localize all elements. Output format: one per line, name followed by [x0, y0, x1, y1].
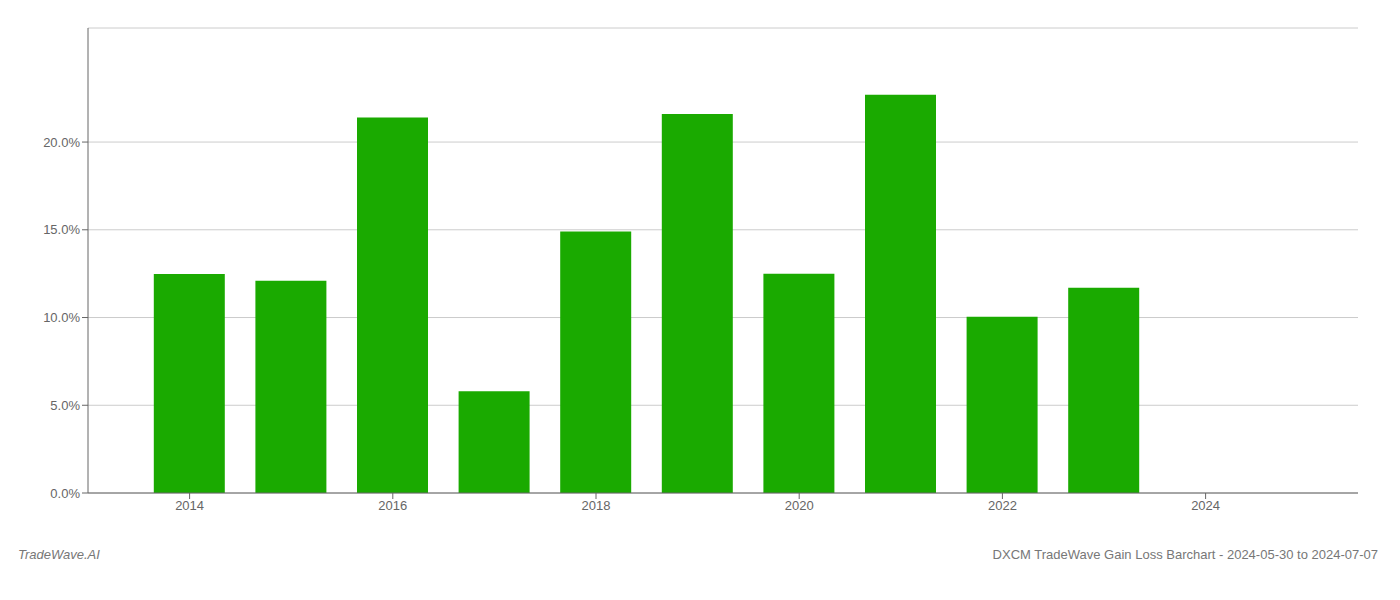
svg-text:2020: 2020 — [785, 498, 814, 513]
svg-text:2024: 2024 — [1191, 498, 1220, 513]
svg-text:15.0%: 15.0% — [43, 222, 80, 237]
svg-text:2018: 2018 — [582, 498, 611, 513]
svg-text:2022: 2022 — [988, 498, 1017, 513]
svg-text:0.0%: 0.0% — [50, 486, 80, 501]
svg-text:10.0%: 10.0% — [43, 310, 80, 325]
html-text:TradeWave.AI: TradeWave.AI — [18, 547, 100, 562]
svg-text:20.0%: 20.0% — [43, 135, 80, 150]
svg-text:2016: 2016 — [378, 498, 407, 513]
svg-text:5.0%: 5.0% — [50, 398, 80, 413]
svg-text:2014: 2014 — [175, 498, 204, 513]
html-text:DXCM TradeWave Gain Loss Barch: DXCM TradeWave Gain Loss Barchart - 2024… — [992, 547, 1378, 562]
